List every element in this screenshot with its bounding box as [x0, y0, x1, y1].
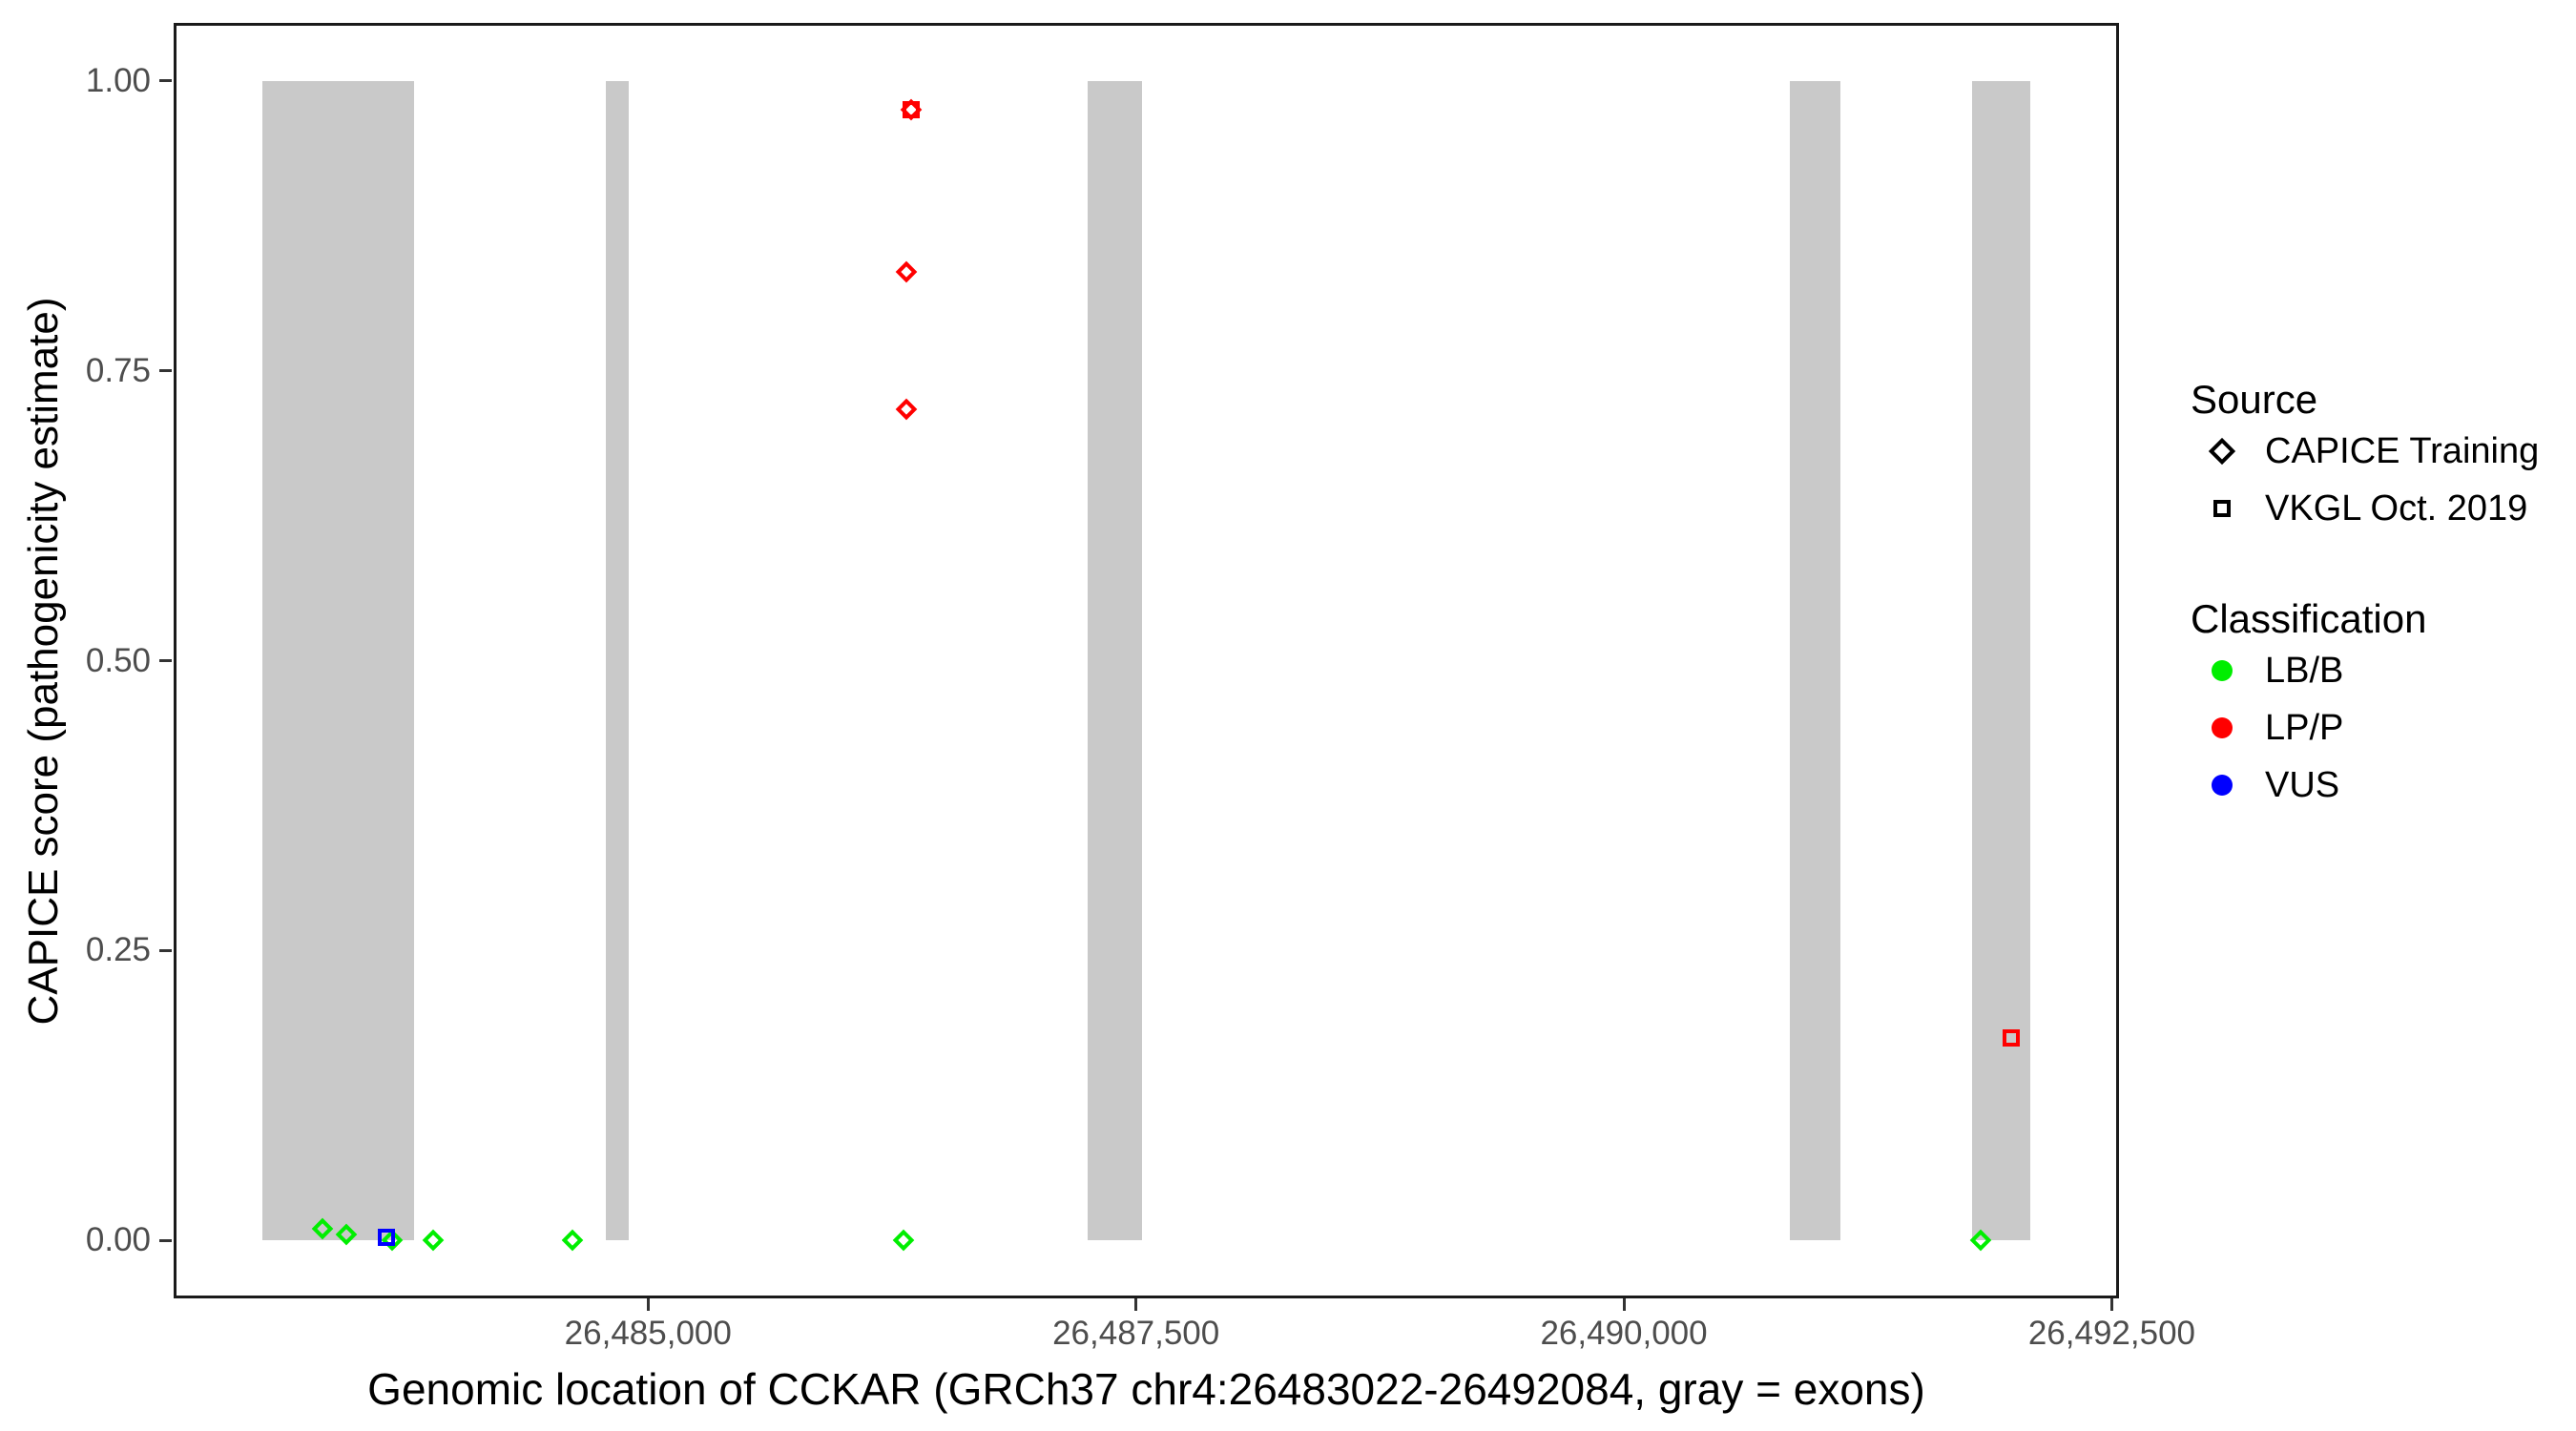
y-axis-tick-label: 0.00: [85, 1221, 151, 1259]
y-axis-tick-label: 0.25: [85, 931, 151, 969]
legend-symbol-cell: [2191, 500, 2254, 517]
y-axis-tick-label: 0.75: [85, 351, 151, 389]
legend-source-title: Source: [2191, 377, 2318, 422]
data-point-diamond-lpp: [895, 398, 918, 421]
exon-band: [606, 80, 630, 1241]
legend-classification-title: Classification: [2191, 596, 2427, 641]
lb-b-dot-icon: [2212, 660, 2233, 681]
exon-band: [1088, 80, 1143, 1241]
legend-symbol-cell: [2191, 717, 2254, 738]
data-point-square-lpp: [903, 101, 921, 119]
exon-band: [1971, 80, 2031, 1241]
x-axis-title: Genomic location of CCKAR (GRCh37 chr4:2…: [367, 1364, 1925, 1414]
legend-item-lb-b: LB/B: [2191, 642, 2572, 699]
legend-item-label: CAPICE Training: [2265, 430, 2540, 471]
y-axis-tick: [159, 79, 172, 83]
y-axis-tick: [159, 369, 172, 373]
data-point-diamond-lbb: [422, 1229, 445, 1252]
data-point-diamond-lpp: [895, 260, 918, 283]
legend-group-classification: Classification LB/B LP/P VUS: [2191, 596, 2572, 814]
exon-band: [261, 80, 414, 1241]
legend-item-vkgl-oct-2019: VKGL Oct. 2019: [2191, 480, 2572, 537]
x-axis-tick: [2109, 1298, 2113, 1311]
legend-item-label: VKGL Oct. 2019: [2265, 487, 2528, 529]
vus-dot-icon: [2212, 775, 2233, 796]
exon-band: [1790, 80, 1841, 1241]
y-axis-tick: [159, 1238, 172, 1242]
diamond-marker-icon: [2208, 437, 2236, 466]
lp-p-dot-icon: [2212, 717, 2233, 738]
legend-symbol-cell: [2191, 775, 2254, 796]
legend-item-vus: VUS: [2191, 757, 2572, 814]
legend-group-source: Source CAPICE Training VKGL Oct. 2019: [2191, 377, 2572, 537]
x-axis-tick-label: 26,490,000: [1540, 1315, 1708, 1352]
square-marker-icon: [2213, 500, 2231, 517]
data-point-diamond-lbb: [893, 1229, 915, 1252]
legend-symbol-cell: [2191, 660, 2254, 681]
x-axis-tick-label: 26,485,000: [564, 1315, 732, 1352]
data-point-square-lpp: [2002, 1028, 2020, 1047]
x-axis-tick: [1622, 1298, 1626, 1311]
legend-item-label: LB/B: [2265, 650, 2344, 691]
legend-symbol-cell: [2191, 437, 2254, 466]
y-axis-tick: [159, 948, 172, 952]
x-axis-tick-label: 26,492,500: [2027, 1315, 2196, 1352]
y-axis-title: CAPICE score (pathogenicity estimate): [20, 297, 67, 1025]
x-axis-tick: [646, 1298, 650, 1311]
legend: Source CAPICE Training VKGL Oct. 2019 Cl…: [2191, 377, 2572, 814]
legend-item-label: LP/P: [2265, 707, 2344, 748]
data-point-diamond-lbb: [561, 1229, 584, 1252]
y-axis-tick: [159, 659, 172, 662]
legend-item-label: VUS: [2265, 764, 2340, 805]
legend-item-lp-p: LP/P: [2191, 699, 2572, 757]
x-axis-tick-label: 26,487,500: [1052, 1315, 1220, 1352]
x-axis-tick: [1134, 1298, 1138, 1311]
y-axis-tick-label: 0.50: [85, 641, 151, 679]
y-axis-tick-label: 1.00: [85, 61, 151, 99]
legend-item-capice-training: CAPICE Training: [2191, 423, 2572, 480]
data-point-square-vus: [377, 1228, 395, 1246]
